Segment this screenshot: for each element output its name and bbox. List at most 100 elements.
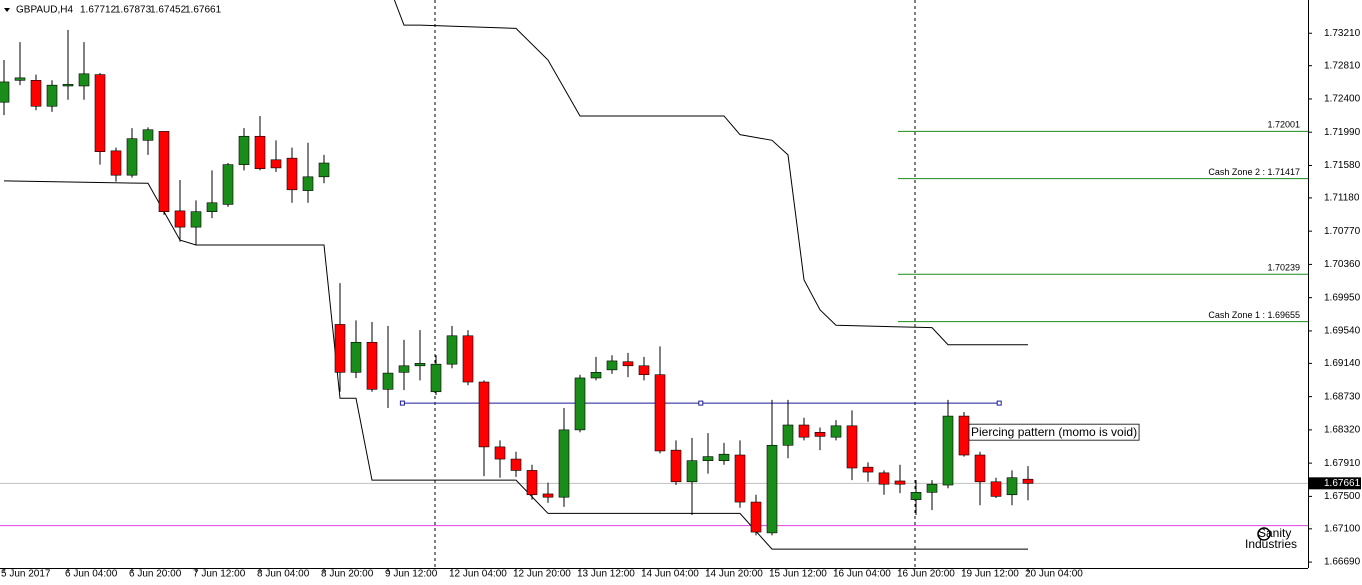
candle-body (0, 81, 10, 103)
x-tick-label: 13 Jun 12:00 (577, 569, 635, 580)
price-tag (1309, 477, 1361, 490)
x-tick-label: 5 Jun 2017 (1, 569, 51, 580)
candle-body (878, 472, 890, 485)
candle-body (814, 432, 826, 437)
header-close: 1.67661 (185, 5, 222, 16)
candle-body (158, 131, 170, 212)
y-tick-label: 1.69140 (1324, 358, 1361, 369)
candle-body (894, 480, 906, 485)
x-tick-label: 9 Jun 12:00 (385, 569, 438, 580)
candle-body (174, 210, 186, 228)
candle-body (622, 361, 634, 367)
candle-body (462, 335, 474, 383)
x-tick-label: 15 Jun 12:00 (769, 569, 827, 580)
x-tick-label: 8 Jun 20:00 (321, 569, 374, 580)
x-tick-label: 12 Jun 20:00 (513, 569, 571, 580)
candle-body (766, 444, 778, 534)
level-label: Cash Zone 1 : 1.69655 (1208, 310, 1300, 320)
candle-body (926, 483, 938, 493)
candle-body (862, 466, 874, 473)
candle-body (734, 454, 746, 503)
menu-triangle[interactable] (4, 8, 10, 12)
candle-body (782, 424, 794, 446)
candle-body (942, 415, 954, 486)
y-tick-label: 1.71990 (1324, 127, 1361, 138)
candle-body (654, 374, 666, 452)
y-tick-label: 1.71180 (1324, 193, 1360, 204)
candle-body (206, 202, 218, 212)
y-tick-label: 1.67100 (1324, 523, 1361, 534)
candle-body (254, 135, 266, 170)
candle-body (302, 176, 314, 191)
candle-body (590, 371, 602, 379)
candle-body (142, 129, 154, 141)
level-label: 1.70239 (1267, 263, 1300, 273)
x-tick-label: 19 Jun 12:00 (961, 569, 1019, 580)
y-tick-label: 1.66690 (1324, 557, 1361, 568)
trendline-handle[interactable] (399, 400, 405, 406)
candle-body (958, 415, 970, 456)
candle-body (670, 449, 682, 483)
candle-body (798, 424, 810, 438)
y-tick-label: 1.68320 (1324, 425, 1361, 436)
y-tick-label: 1.69950 (1324, 292, 1361, 303)
candle-body (382, 372, 394, 390)
candle-body (830, 425, 842, 438)
header-open: 1.67712 (80, 5, 117, 16)
y-tick-label: 1.67910 (1324, 458, 1361, 469)
candle-body (606, 360, 618, 371)
y-tick-label: 1.70360 (1324, 259, 1361, 270)
x-tick-label: 12 Jun 04:00 (449, 569, 507, 580)
candle-body (574, 377, 586, 431)
candle-body (238, 135, 250, 165)
candle-body (222, 164, 234, 205)
level-label: 1.72001 (1267, 120, 1300, 130)
y-tick-label: 1.72810 (1324, 60, 1361, 71)
candle-body (750, 501, 762, 533)
header-low: 1.67452 (150, 5, 187, 16)
candle-body (430, 363, 442, 393)
candle-body (526, 470, 538, 496)
x-tick-label: 6 Jun 04:00 (65, 569, 118, 580)
candle-body (126, 138, 138, 176)
watermark-line: Sanity (1258, 526, 1291, 540)
candle-body (286, 157, 298, 191)
candle-body (702, 456, 714, 461)
x-tick-label: 14 Jun 04:00 (641, 569, 699, 580)
candle-body (446, 335, 458, 365)
watermark: Sanity Industries (1245, 526, 1297, 551)
price-tag-label: 1.67661 (1324, 478, 1361, 489)
x-tick-label: 20 Jun 04:00 (1025, 569, 1083, 580)
symbol-title: GBPAUD,H4 (16, 5, 73, 16)
candle-body (558, 429, 570, 498)
y-tick-label: 1.73210 (1324, 28, 1361, 39)
candle-body (350, 341, 362, 373)
candle-body (366, 341, 378, 390)
candle-body (94, 74, 106, 152)
y-tick-label: 1.70770 (1324, 226, 1361, 237)
trendline-handle[interactable] (698, 400, 704, 406)
candle-body (990, 481, 1002, 497)
candle-body (14, 77, 26, 81)
candle-body (110, 150, 122, 176)
candle-body (686, 460, 698, 483)
candle-body (974, 454, 986, 483)
channel-line (393, 0, 1028, 346)
x-tick-label: 14 Jun 20:00 (705, 569, 763, 580)
candle-body (78, 73, 90, 87)
x-tick-label: 16 Jun 04:00 (833, 569, 891, 580)
candle-body (30, 79, 42, 107)
candle-body (510, 458, 522, 471)
candle-body (478, 381, 490, 448)
candle-body (270, 159, 282, 169)
header-high: 1.67873 (115, 5, 152, 16)
annotation-box (968, 423, 1140, 441)
candle-body (190, 211, 202, 228)
candle-body (718, 453, 730, 461)
trendline-handle[interactable] (996, 400, 1002, 406)
candle-body (494, 446, 506, 460)
candle-body (398, 365, 410, 373)
y-tick-label: 1.72400 (1324, 94, 1361, 105)
y-tick-label: 1.69540 (1324, 326, 1361, 337)
